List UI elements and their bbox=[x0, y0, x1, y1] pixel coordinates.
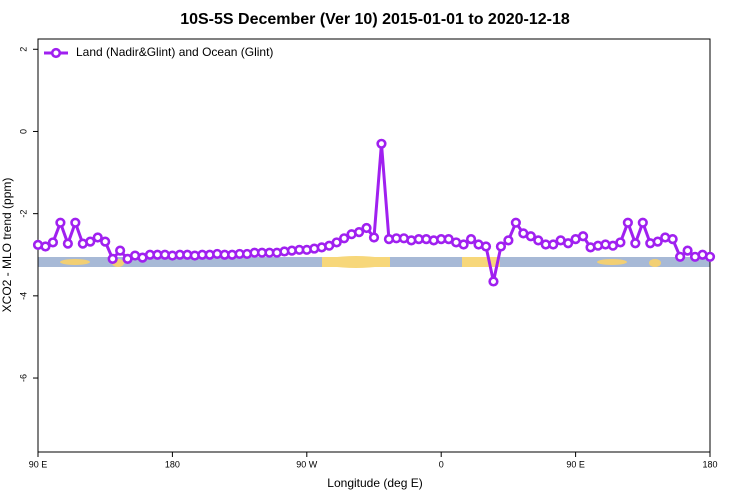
data-point bbox=[615, 237, 626, 248]
legend-label: Land (Nadir&Glint) and Ocean (Glint) bbox=[76, 45, 273, 59]
data-point bbox=[40, 241, 51, 252]
x-tick-label: 90 W bbox=[296, 459, 318, 469]
y-axis-label: XCO2 - MLO trend (ppm) bbox=[0, 178, 14, 313]
data-point bbox=[368, 232, 380, 243]
data-point bbox=[675, 251, 686, 262]
y-tick-label: -4 bbox=[18, 292, 28, 300]
data-point bbox=[70, 217, 81, 228]
data-point bbox=[100, 236, 111, 247]
data-point bbox=[92, 232, 103, 243]
data-point bbox=[47, 237, 59, 248]
data-point bbox=[62, 238, 73, 249]
data-point bbox=[488, 276, 499, 287]
data-point bbox=[510, 217, 521, 228]
data-point bbox=[548, 239, 559, 250]
data-point bbox=[563, 238, 574, 249]
data-point bbox=[577, 231, 589, 242]
data-point bbox=[353, 227, 365, 238]
legend-marker bbox=[50, 47, 62, 59]
data-point bbox=[376, 138, 387, 149]
data-point bbox=[682, 245, 693, 256]
data-point bbox=[652, 236, 663, 247]
data-point bbox=[115, 245, 126, 256]
y-tick-label: 0 bbox=[18, 129, 28, 134]
y-tick-label: 2 bbox=[18, 47, 28, 52]
data-point bbox=[637, 217, 648, 228]
data-point bbox=[465, 234, 477, 245]
y-tick-label: -6 bbox=[18, 374, 28, 382]
chart-title: 10S-5S December (Ver 10) 2015-01-01 to 2… bbox=[180, 11, 570, 28]
y-tick-label: -2 bbox=[18, 210, 28, 218]
data-point bbox=[503, 235, 514, 246]
x-tick-label: 180 bbox=[165, 459, 180, 469]
data-point bbox=[480, 241, 492, 252]
map-strip bbox=[38, 256, 710, 268]
data-point bbox=[55, 217, 66, 228]
data-point bbox=[495, 241, 507, 252]
x-tick-label: 180 bbox=[702, 459, 717, 469]
data-point bbox=[458, 239, 469, 250]
data-point bbox=[339, 233, 350, 244]
data-point bbox=[622, 217, 633, 228]
data-point bbox=[525, 231, 536, 242]
x-tick-label: 0 bbox=[439, 459, 444, 469]
data-point bbox=[704, 251, 716, 262]
data-point bbox=[361, 222, 372, 234]
data-point bbox=[331, 237, 342, 248]
x-axis-label: Longitude (deg E) bbox=[327, 476, 422, 490]
data-point bbox=[667, 234, 678, 245]
data-point bbox=[533, 235, 544, 246]
x-tick-label: 90 E bbox=[29, 459, 48, 469]
data-point bbox=[85, 236, 96, 247]
data-point bbox=[630, 238, 641, 249]
data-point bbox=[107, 253, 118, 264]
x-tick-label: 90 E bbox=[566, 459, 585, 469]
